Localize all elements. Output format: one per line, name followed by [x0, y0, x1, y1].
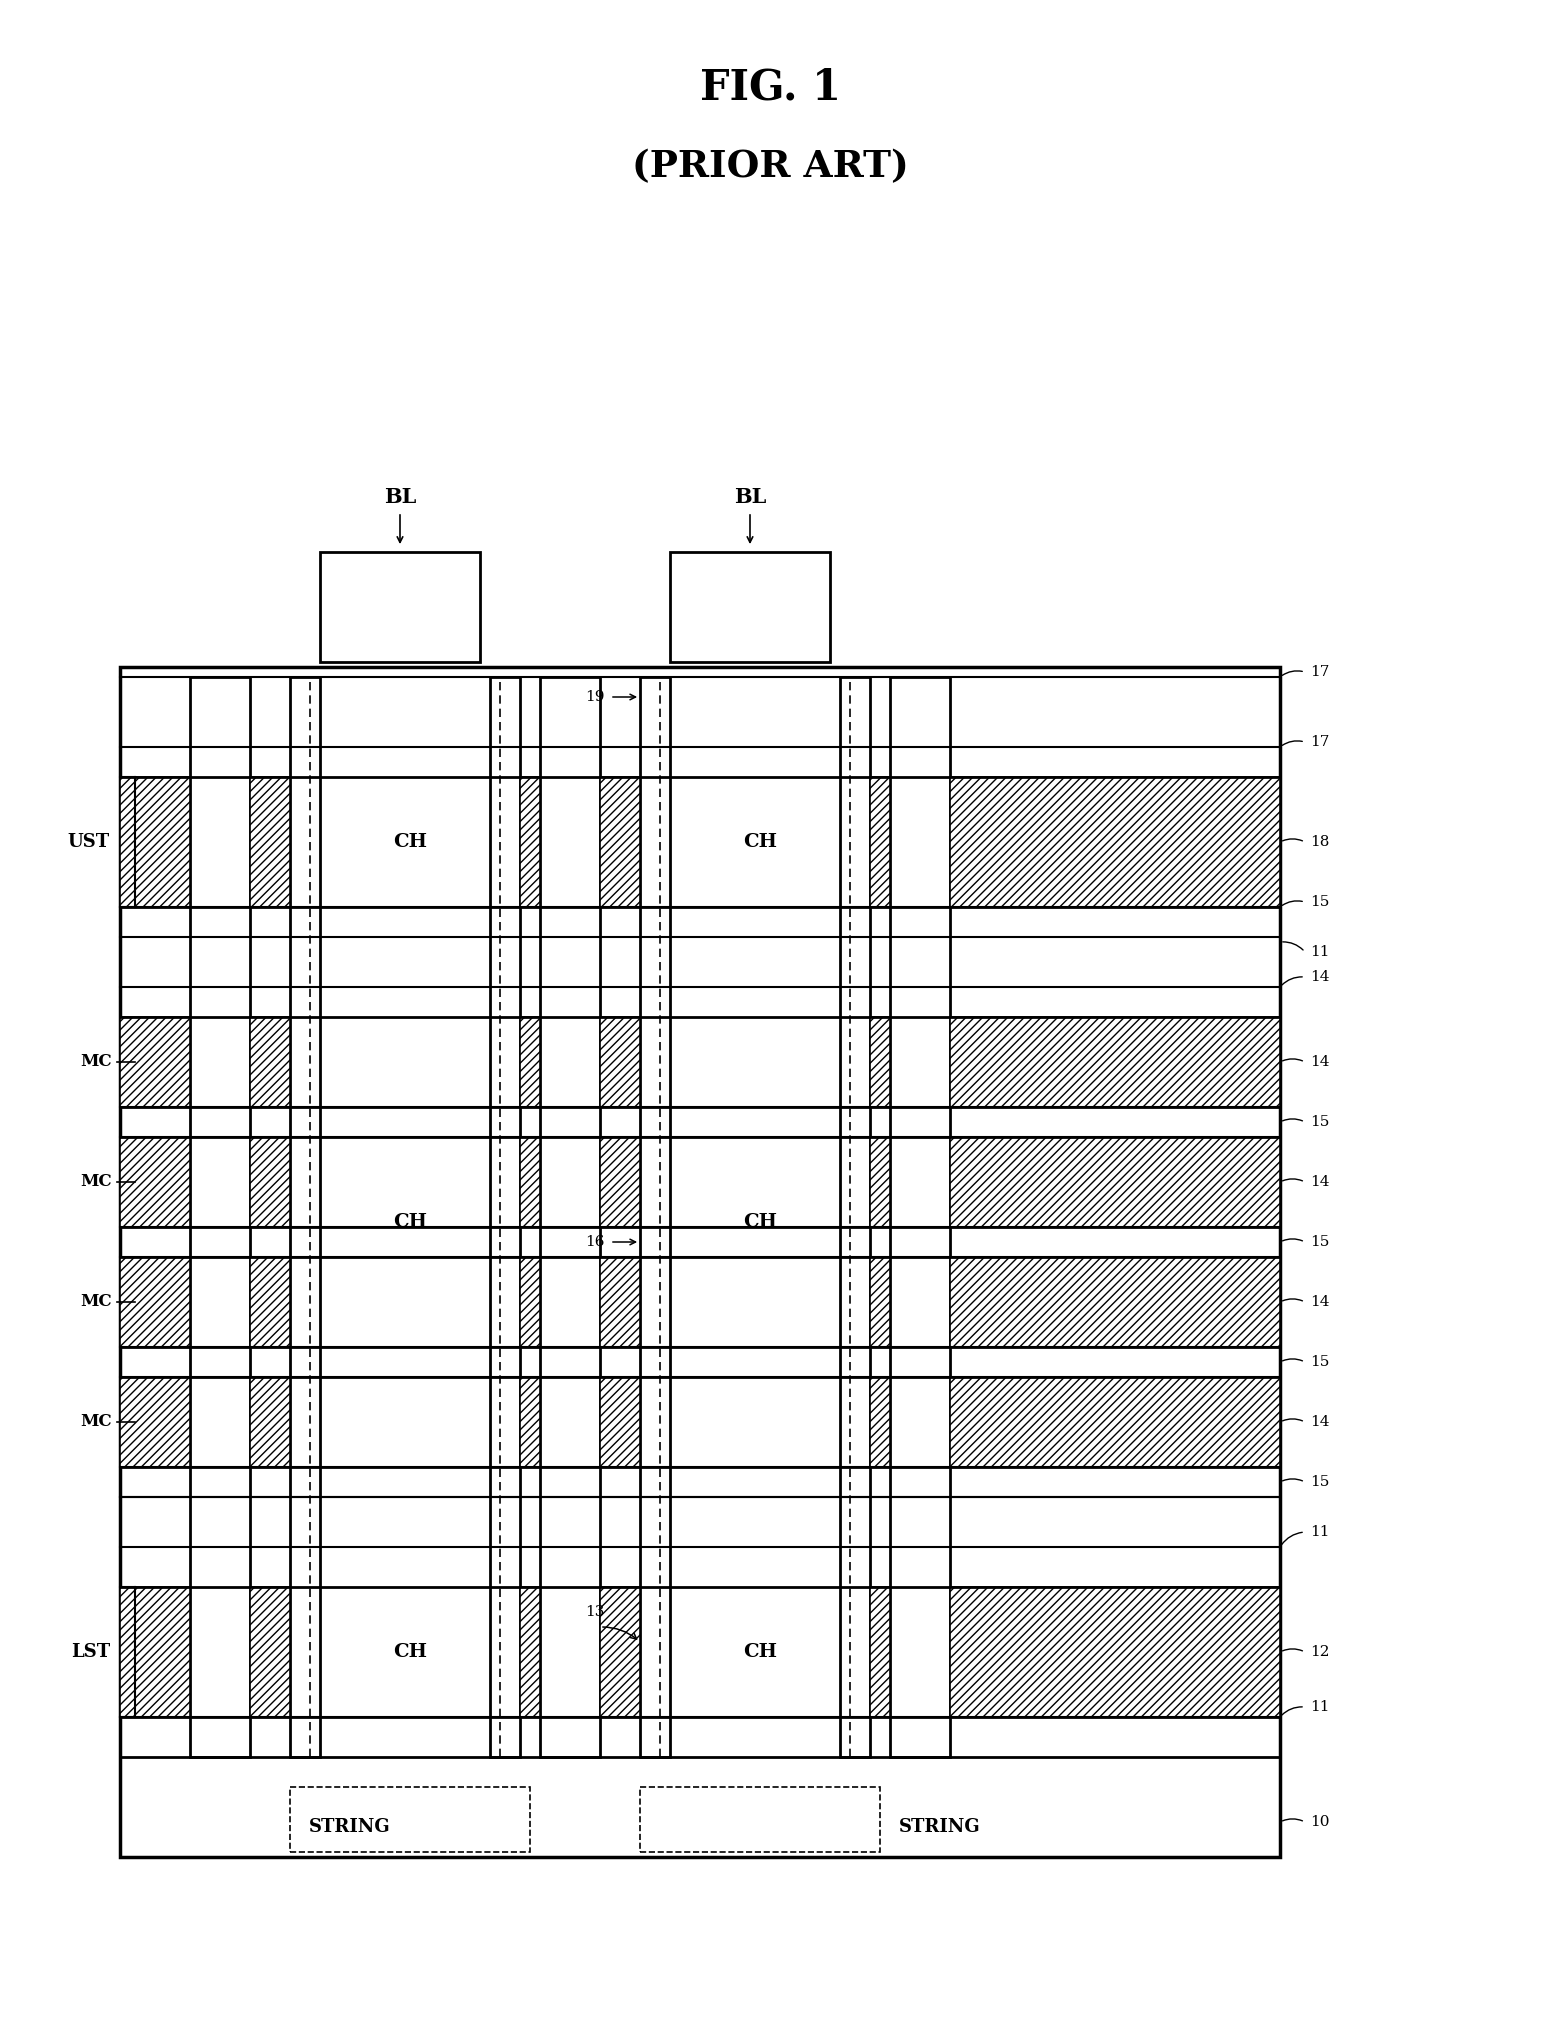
Text: MC: MC: [80, 1054, 113, 1070]
Text: 14: 14: [1309, 1054, 1329, 1068]
Bar: [120, 1018, 190, 1107]
Text: 14: 14: [1309, 1415, 1329, 1429]
Bar: [601, 1376, 641, 1468]
Text: 14: 14: [1309, 971, 1329, 983]
Bar: [869, 776, 889, 906]
Bar: [601, 1137, 641, 1226]
Text: 10: 10: [1309, 1814, 1329, 1828]
Text: 15: 15: [1309, 1115, 1329, 1129]
Text: (PRIOR ART): (PRIOR ART): [631, 148, 908, 186]
Text: 18: 18: [1309, 835, 1329, 849]
Bar: [290, 677, 320, 1757]
Text: MC: MC: [80, 1293, 113, 1311]
Bar: [950, 1137, 1280, 1226]
Bar: [950, 1018, 1280, 1107]
Text: 15: 15: [1309, 896, 1329, 908]
Text: CH: CH: [743, 833, 777, 851]
Bar: [601, 1587, 641, 1717]
Bar: [869, 1137, 889, 1226]
Bar: [520, 1376, 540, 1468]
Bar: [520, 1257, 540, 1348]
Bar: [120, 1376, 190, 1468]
Text: UST: UST: [68, 833, 110, 851]
Bar: [120, 667, 1280, 1857]
Text: STRING: STRING: [899, 1818, 980, 1836]
Bar: [869, 1018, 889, 1107]
Bar: [869, 1587, 889, 1717]
Bar: [950, 1376, 1280, 1468]
Bar: [520, 1587, 540, 1717]
Bar: [320, 551, 480, 663]
Bar: [250, 776, 290, 906]
Text: CH: CH: [394, 1212, 428, 1230]
Bar: [889, 677, 950, 1757]
Text: 13: 13: [585, 1605, 605, 1620]
Bar: [869, 1257, 889, 1348]
Text: MC: MC: [80, 1413, 113, 1431]
Text: 11: 11: [1309, 1701, 1329, 1715]
Bar: [601, 1018, 641, 1107]
Text: 14: 14: [1309, 1295, 1329, 1309]
Bar: [540, 677, 601, 1757]
Text: 15: 15: [1309, 1234, 1329, 1249]
Text: LST: LST: [71, 1644, 110, 1660]
Bar: [120, 1587, 190, 1717]
Text: BL: BL: [384, 486, 417, 507]
Bar: [670, 551, 831, 663]
Bar: [641, 1788, 880, 1853]
Bar: [489, 677, 520, 1757]
Bar: [250, 1587, 290, 1717]
Bar: [120, 1257, 190, 1348]
Bar: [120, 1137, 190, 1226]
Text: 15: 15: [1309, 1354, 1329, 1368]
Text: BL: BL: [733, 486, 766, 507]
Text: CH: CH: [394, 1644, 428, 1660]
Bar: [520, 1137, 540, 1226]
Bar: [869, 1376, 889, 1468]
Bar: [950, 1257, 1280, 1348]
Text: 14: 14: [1309, 1176, 1329, 1190]
Text: CH: CH: [743, 1212, 777, 1230]
Bar: [520, 1018, 540, 1107]
Bar: [840, 677, 869, 1757]
Bar: [520, 776, 540, 906]
Text: FIG. 1: FIG. 1: [699, 67, 840, 107]
Bar: [601, 1257, 641, 1348]
Bar: [250, 1137, 290, 1226]
Text: 16: 16: [585, 1234, 605, 1249]
Text: 11: 11: [1309, 945, 1329, 959]
Text: CH: CH: [394, 833, 428, 851]
Text: 17: 17: [1309, 665, 1329, 679]
Bar: [950, 1587, 1280, 1717]
Text: 17: 17: [1309, 736, 1329, 750]
Bar: [950, 776, 1280, 906]
Text: 15: 15: [1309, 1476, 1329, 1490]
Text: CH: CH: [743, 1644, 777, 1660]
Bar: [641, 677, 670, 1757]
Bar: [250, 1376, 290, 1468]
Text: MC: MC: [80, 1174, 113, 1190]
Bar: [250, 1257, 290, 1348]
Bar: [601, 776, 641, 906]
Text: 11: 11: [1309, 1524, 1329, 1538]
Text: 19: 19: [585, 689, 605, 703]
Bar: [120, 776, 190, 906]
Bar: [190, 677, 250, 1757]
Bar: [250, 1018, 290, 1107]
Text: STRING: STRING: [309, 1818, 391, 1836]
Bar: [290, 1788, 530, 1853]
Text: 12: 12: [1309, 1646, 1329, 1658]
